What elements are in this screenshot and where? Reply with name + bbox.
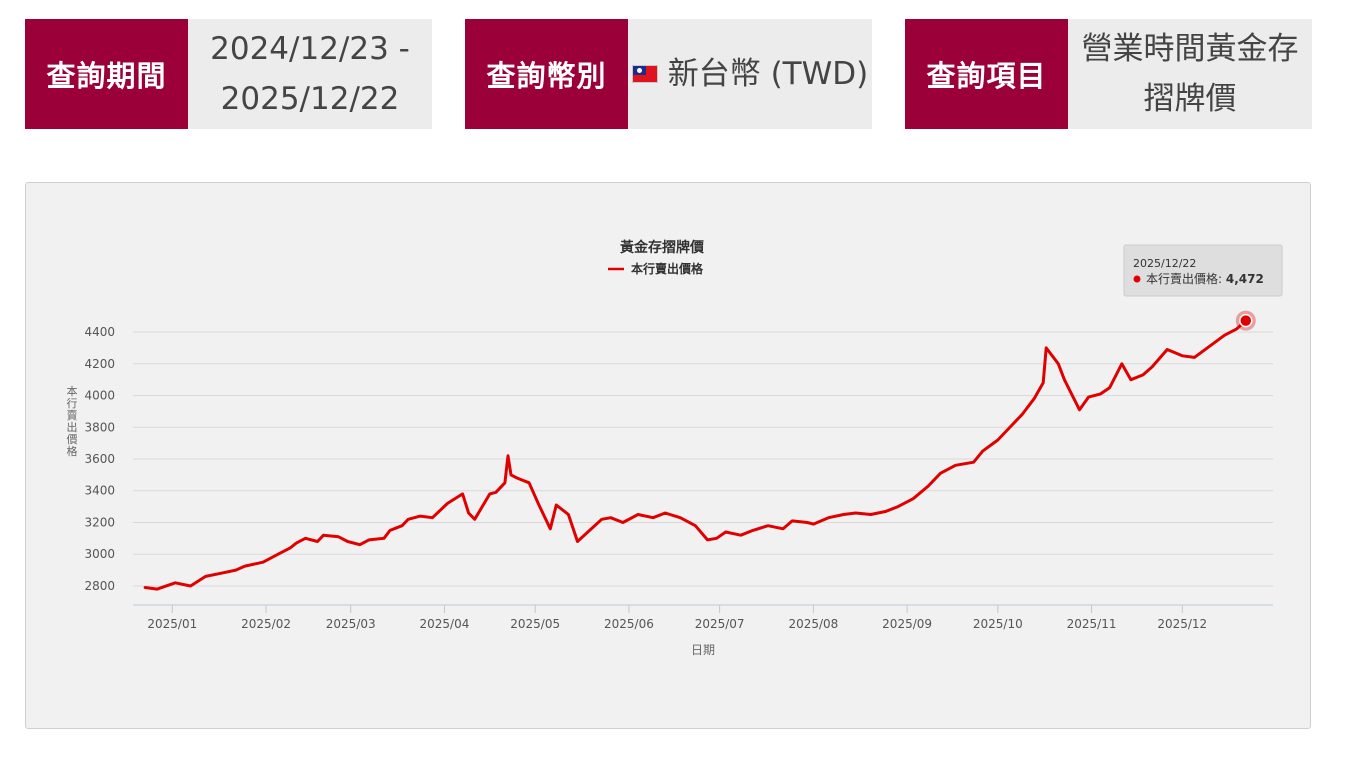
- y-tick-label: 3000: [84, 547, 115, 561]
- item-line2: 摺牌價: [1143, 81, 1237, 117]
- x-tick-label: 2025/06: [604, 617, 654, 631]
- tooltip-box: [1123, 244, 1283, 297]
- price-line-chart: 2800 3000 3200 3400 3600 3800 4000 4200 4400 202…: [67, 239, 1283, 657]
- y-tick-label: 3400: [84, 484, 115, 498]
- x-axis-title: 日期: [691, 643, 715, 657]
- x-tick-label: 2025/10: [973, 617, 1023, 631]
- x-tick-label: 2025/03: [326, 617, 376, 631]
- period-end: 2025/12/22: [220, 81, 400, 117]
- currency-text: 新台幣 (TWD): [667, 56, 869, 92]
- x-tick-label: 2025/01: [147, 617, 197, 631]
- legend[interactable]: 本行賣出價格: [608, 261, 704, 276]
- chart-panel: 2800 3000 3200 3400 3600 3800 4000 4200 4400 202…: [25, 182, 1311, 729]
- query-currency-label: 查詢幣別: [465, 19, 628, 129]
- query-period-box: 查詢期間 2024/12/23 - 2025/12/22: [25, 19, 432, 129]
- y-tick-label: 4000: [84, 389, 115, 403]
- y-axis-title: 本行賣出價格: [67, 384, 78, 458]
- taiwan-flag-icon: [631, 65, 658, 83]
- period-start: 2024/12/23 -: [210, 31, 410, 67]
- x-tick-label: 2025/05: [510, 617, 560, 631]
- tooltip-date: 2025/12/22: [1133, 257, 1196, 270]
- query-item-value[interactable]: 營業時間黃金存 摺牌價: [1068, 19, 1312, 129]
- x-tick-label: 2025/07: [695, 617, 745, 631]
- last-point-marker[interactable]: [1239, 313, 1253, 328]
- tooltip-text: 本行賣出價格: 4,472: [1146, 271, 1264, 286]
- tooltip-series: 本行賣出價格: [1146, 271, 1218, 286]
- y-tick-label: 4400: [84, 325, 115, 339]
- query-item-box: 查詢項目 營業時間黃金存 摺牌價: [905, 19, 1312, 129]
- legend-label: 本行賣出價格: [631, 261, 704, 276]
- tooltip-value: 4,472: [1226, 272, 1264, 286]
- chart-title: 黃金存摺牌價: [619, 239, 705, 256]
- y-axis-ticks: 2800 3000 3200 3400 3600 3800 4000 4200 4400: [84, 325, 115, 593]
- query-currency-value[interactable]: 新台幣 (TWD): [628, 19, 872, 129]
- tooltip: 2025/12/22 本行賣出價格: 4,472: [1123, 244, 1283, 297]
- x-axis: 2025/01 2025/02 2025/03 2025/04 2025/05 2025/…: [133, 604, 1273, 631]
- y-tick-label: 4200: [84, 357, 115, 371]
- item-line1: 營業時間黃金存: [1081, 31, 1299, 67]
- query-currency-box: 查詢幣別 新台幣 (TWD): [465, 19, 872, 129]
- x-tick-label: 2025/09: [882, 617, 932, 631]
- x-tick-label: 2025/04: [420, 617, 470, 631]
- x-tick-label: 2025/02: [241, 617, 291, 631]
- x-tick-label: 2025/11: [1067, 617, 1117, 631]
- query-period-value[interactable]: 2024/12/23 - 2025/12/22: [188, 19, 432, 129]
- x-tick-label: 2025/08: [788, 617, 838, 631]
- series-layer: [143, 310, 1256, 591]
- query-item-label: 查詢項目: [905, 19, 1068, 129]
- y-tick-label: 3200: [84, 515, 115, 529]
- tooltip-marker-icon: [1133, 275, 1141, 283]
- x-tick-label: 2025/12: [1157, 617, 1207, 631]
- y-tick-label: 2800: [84, 579, 115, 593]
- series-line[interactable]: [143, 319, 1248, 591]
- y-tick-label: 3600: [84, 452, 115, 466]
- grid-lines: [133, 331, 1273, 587]
- tooltip-colon: :: [1218, 272, 1226, 286]
- y-tick-label: 3800: [84, 420, 115, 434]
- query-period-label: 查詢期間: [25, 19, 188, 129]
